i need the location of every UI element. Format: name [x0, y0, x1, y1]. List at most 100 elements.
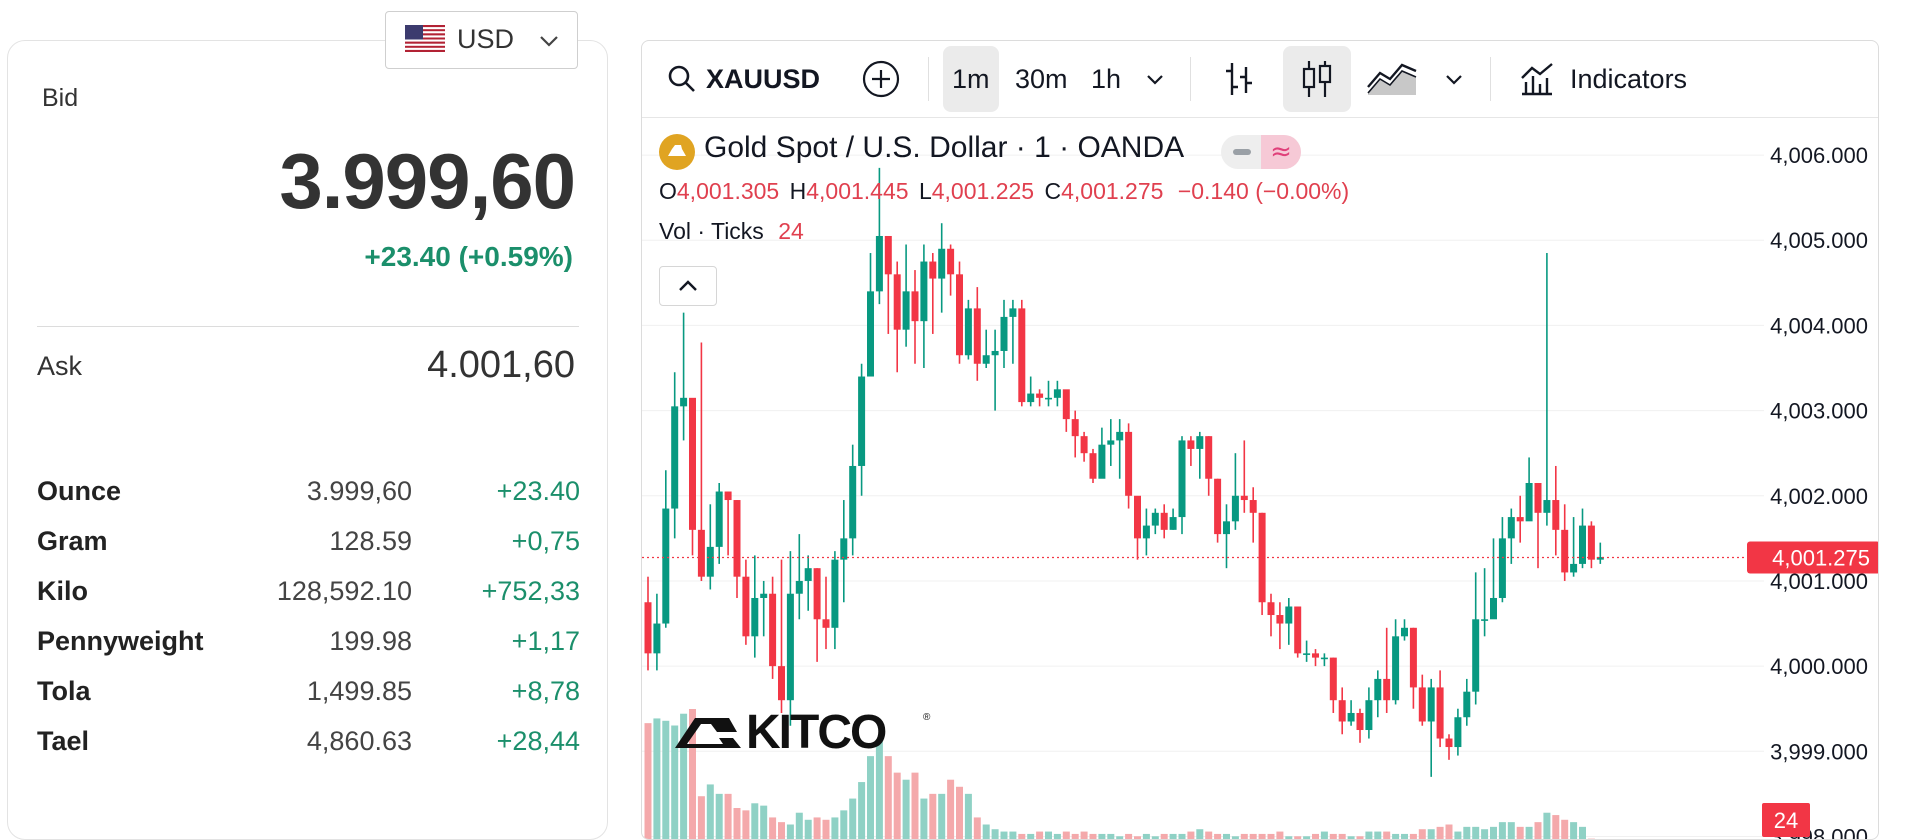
volume-bar: [858, 782, 865, 840]
candle-body: [645, 602, 652, 653]
area-style-button[interactable]: [1366, 41, 1418, 117]
candle-body: [760, 594, 767, 598]
candle-body: [1241, 496, 1248, 500]
candle-body: [1098, 445, 1105, 479]
volume-bar: [1348, 836, 1355, 840]
collapse-legend-button[interactable]: [659, 266, 717, 306]
volume-bar: [1285, 836, 1292, 840]
close-key: C: [1044, 178, 1061, 204]
volume-bar: [1063, 832, 1070, 840]
interval-dropdown[interactable]: [1143, 41, 1167, 117]
volume-bar: [1401, 834, 1408, 840]
currency-select[interactable]: USD: [385, 11, 578, 69]
interval-1h[interactable]: 1h: [1091, 41, 1121, 117]
candle-body: [1045, 398, 1052, 400]
unit-row-gram: Gram 128.59 +0,75: [37, 526, 580, 566]
unit-row-pennyweight: Pennyweight 199.98 +1,17: [37, 626, 580, 666]
kitco-logo: KITCO ®: [671, 704, 941, 754]
compare-button[interactable]: [861, 41, 901, 117]
bid-label: Bid: [42, 84, 78, 113]
unit-price: 1,499.85: [307, 676, 412, 707]
candle-body: [1125, 432, 1132, 496]
candle-body: [1276, 615, 1283, 624]
indicators-button[interactable]: Indicators: [1518, 41, 1687, 117]
candle-body: [858, 377, 865, 466]
volume-bar: [1526, 827, 1533, 840]
candle-body: [1001, 317, 1008, 351]
unit-price: 3.999,60: [307, 476, 412, 507]
volume-bar: [769, 817, 776, 840]
volume-bar: [1081, 832, 1088, 840]
volume-bar: [751, 803, 758, 840]
candle-body: [831, 560, 838, 628]
unit-name: Pennyweight: [37, 626, 204, 657]
volume-bar: [831, 817, 838, 840]
volume-bar: [1561, 820, 1568, 840]
y-tick-label: 4,002.000: [1770, 484, 1868, 509]
candle-body: [1179, 440, 1186, 517]
candles-icon: [1299, 58, 1335, 100]
volume-bar: [1535, 822, 1542, 840]
volume-bar: [849, 799, 856, 840]
gold-symbol-icon: [659, 134, 695, 170]
volume-bar: [894, 773, 901, 840]
candle-body: [1116, 432, 1123, 441]
volume-bar: [912, 773, 919, 840]
candle-body: [1490, 598, 1497, 619]
volume-bar: [885, 756, 892, 840]
volume-bar: [1205, 832, 1212, 840]
candle-body: [1196, 436, 1203, 449]
candle-body: [1339, 700, 1346, 721]
approx-icon: ≈: [1261, 135, 1301, 169]
volume-bar: [1508, 822, 1515, 840]
volume-value: 24: [778, 218, 804, 244]
candle-body: [1472, 619, 1479, 691]
volume-bar: [1321, 832, 1328, 840]
toolbar-separator: [928, 57, 929, 101]
indicators-icon: [1518, 60, 1556, 98]
candle-body: [1072, 419, 1079, 436]
volume-bar: [1259, 834, 1266, 840]
candle-body: [787, 594, 794, 700]
candle-body: [876, 236, 883, 291]
volume-bar: [1072, 834, 1079, 840]
candle-body: [1383, 679, 1390, 700]
candle-style-button[interactable]: [1299, 41, 1335, 117]
volume-bar: [965, 794, 972, 840]
high-key: H: [790, 178, 807, 204]
candle-body: [1294, 607, 1301, 654]
interval-1m[interactable]: 1m: [952, 41, 990, 117]
volume-bar: [1374, 832, 1381, 840]
chevron-up-icon: [660, 267, 716, 305]
volume-bar: [947, 780, 954, 840]
bar-style-button[interactable]: [1222, 41, 1258, 117]
candle-body: [689, 398, 696, 530]
ohlc-readout: O4,001.305 H4,001.445 L4,001.225 C4,001.…: [659, 178, 1349, 205]
candle-body: [885, 236, 892, 274]
candle-body: [1268, 602, 1275, 615]
volume-bar: [1241, 834, 1248, 840]
candle-body: [805, 568, 812, 581]
candle-body: [1374, 679, 1381, 700]
y-tick-label: 4,004.000: [1770, 313, 1868, 338]
volume-bar: [1232, 836, 1239, 840]
change-value: −0.140 (−0.00%): [1178, 178, 1349, 204]
last-volume-label: 24: [1774, 808, 1798, 833]
candle-body: [1018, 308, 1025, 402]
volume-bar: [1543, 813, 1550, 840]
legend-toggle[interactable]: ≈: [1221, 135, 1301, 169]
interval-30m[interactable]: 30m: [1015, 41, 1068, 117]
volume-bar: [787, 825, 794, 840]
candle-body: [1090, 453, 1097, 479]
volume-bar: [1419, 829, 1426, 840]
toolbar-separator: [1190, 57, 1191, 101]
symbol-search[interactable]: XAUUSD: [666, 41, 820, 117]
chart-type-dropdown[interactable]: [1442, 41, 1466, 117]
volume-bar: [645, 723, 652, 840]
candle-body: [1526, 483, 1533, 521]
candle-body: [662, 509, 669, 624]
volume-bar: [1365, 832, 1372, 840]
volume-bar: [1490, 827, 1497, 840]
volume-bar: [867, 756, 874, 840]
candle-body: [1588, 526, 1595, 560]
